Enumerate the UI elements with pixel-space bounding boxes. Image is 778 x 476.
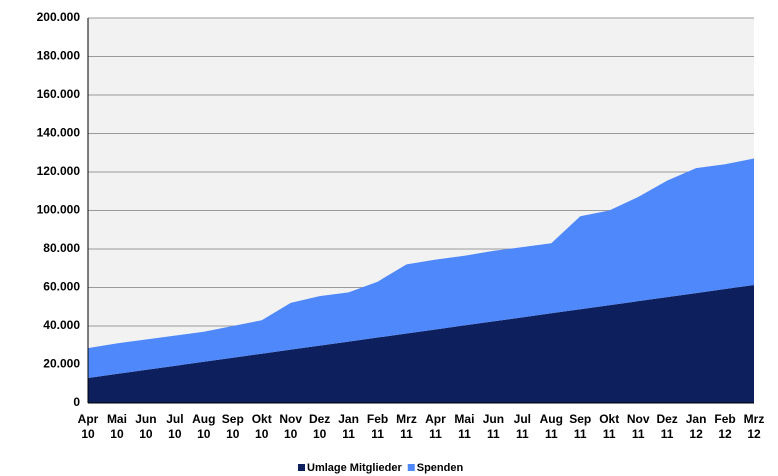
x-tick-label: Dez 11 [656, 412, 678, 441]
x-tick-label: Mrz 11 [396, 412, 417, 441]
y-tick-label: 0 [73, 395, 80, 409]
x-tick-label: Jul 11 [513, 412, 532, 441]
legend-swatch [407, 464, 415, 471]
x-tick-label: Nov 10 [279, 412, 303, 441]
y-tick-label: 40.000 [43, 318, 80, 332]
x-tick-label: Jun 10 [135, 412, 157, 441]
area [88, 158, 754, 378]
x-tick-label: Apr 11 [425, 412, 446, 441]
y-tick-label: 20.000 [43, 357, 80, 371]
x-tick-label: Jun 11 [482, 412, 505, 441]
y-tick-label: 80.000 [43, 241, 80, 255]
x-tick-label: Aug 10 [192, 412, 216, 441]
x-tick-label: Jul 10 [166, 412, 184, 441]
x-tick-label: Jan 11 [338, 412, 359, 441]
x-tick-label: Dez 10 [308, 412, 331, 441]
y-tick-label: 180.000 [37, 49, 81, 63]
x-tick-label: Apr 10 [77, 412, 99, 441]
x-tick-label: Sep 11 [569, 412, 592, 441]
y-tick-label: 160.000 [37, 87, 81, 101]
legend-swatch [298, 464, 305, 471]
y-tick-label: 60.000 [43, 280, 80, 294]
x-tick-label: Mai 11 [454, 412, 475, 441]
x-tick-label: Mai 10 [106, 412, 127, 441]
x-tick-label: Aug 11 [539, 412, 563, 441]
x-tick-label: Mrz 12 [743, 412, 765, 441]
legend-label: Spenden [417, 462, 464, 474]
x-tick-label: Sep 10 [221, 412, 244, 441]
area [88, 284, 754, 403]
x-tick-label: Jan 12 [685, 412, 707, 441]
y-tick-label: 140.000 [37, 126, 81, 140]
y-tick-label: 100.000 [37, 203, 81, 217]
x-tick-label: Feb 12 [714, 412, 736, 441]
x-tick-label: Nov 11 [626, 412, 650, 441]
legend-label: Umlage Mitglieder [307, 462, 402, 474]
y-tick-label: 200.000 [37, 10, 81, 24]
x-tick-label: Feb 11 [366, 412, 389, 441]
x-tick-label: Okt 10 [251, 412, 272, 441]
x-tick-label: Okt 11 [599, 412, 620, 441]
y-tick-label: 120.000 [37, 164, 81, 178]
